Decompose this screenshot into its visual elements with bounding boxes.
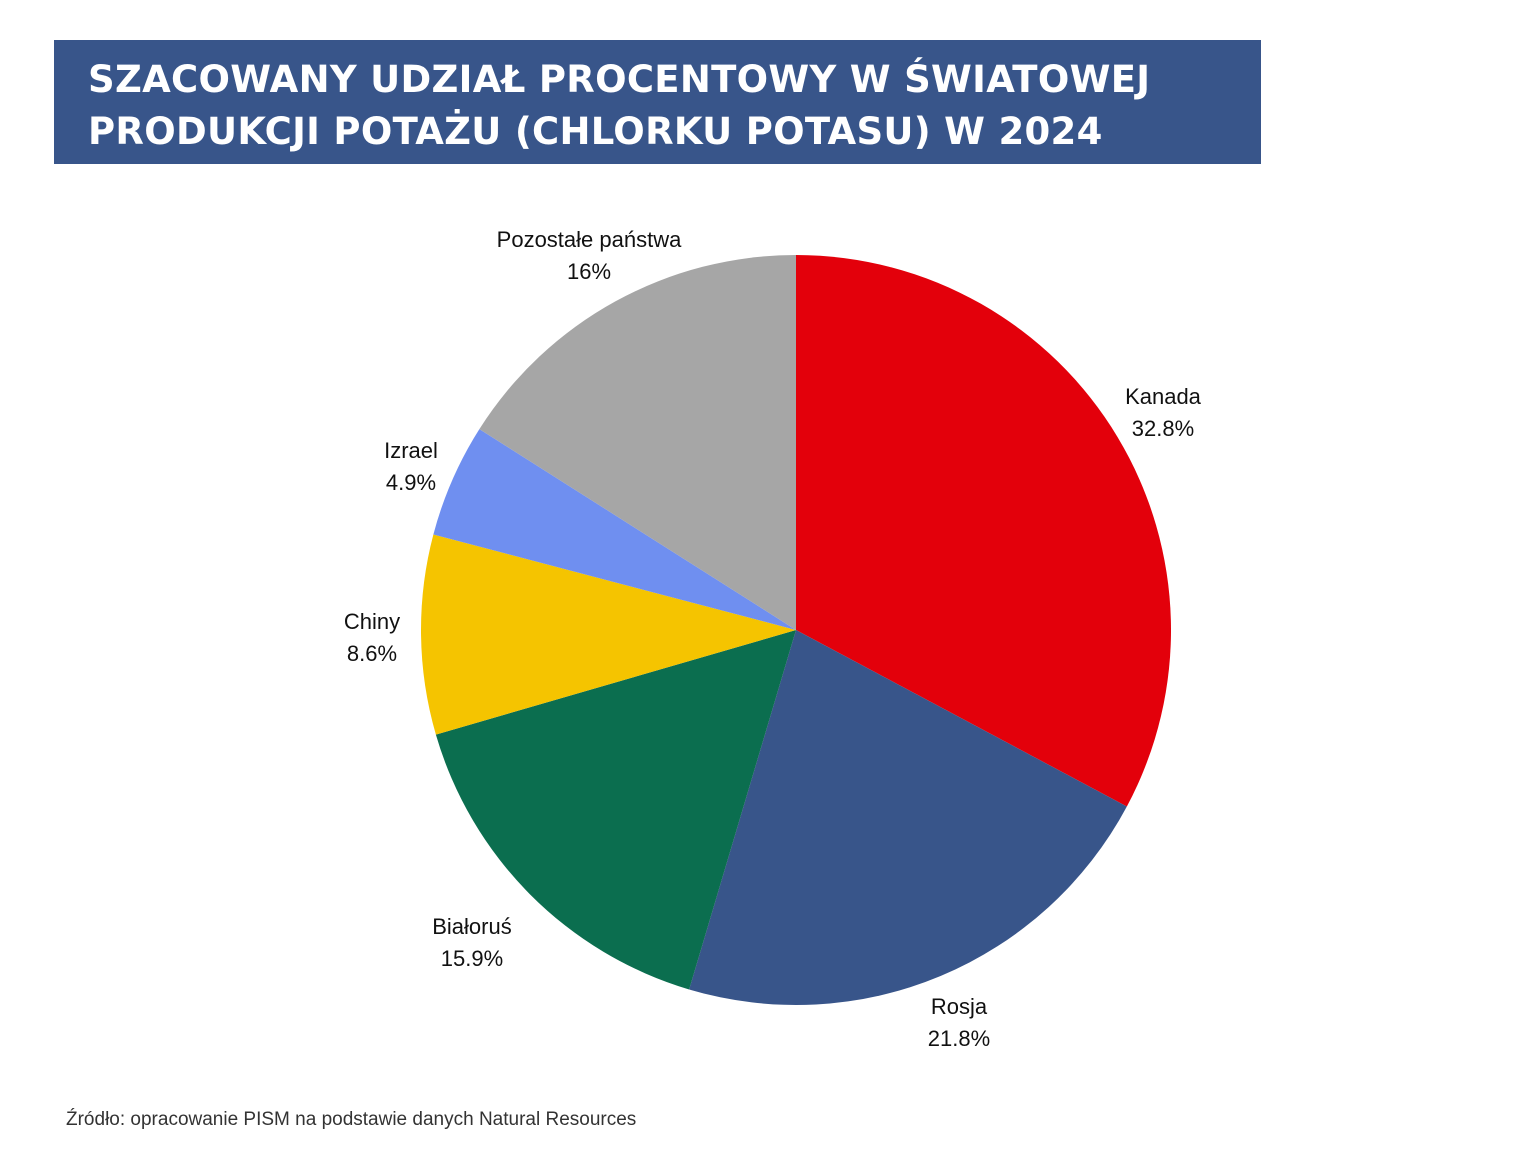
chart-title-line-1: SZACOWANY UDZIAŁ PROCENTOWY W ŚWIATOWEJ: [88, 58, 1151, 101]
slice-value-izrael: 4.9%: [386, 470, 436, 495]
slice-value-chiny: 8.6%: [347, 641, 397, 666]
pie-slice-izrael: [433, 429, 796, 630]
slice-value-pozostale-panstwa: 16%: [567, 259, 611, 284]
slice-label-rosja: Rosja: [931, 994, 988, 1019]
title-banner: SZACOWANY UDZIAŁ PROCENTOWY W ŚWIATOWEJ …: [54, 40, 1261, 164]
pie-slice-pozostale-panstwa: [479, 255, 796, 630]
pie-slice-rosja: [689, 630, 1127, 1005]
slice-value-rosja: 21.8%: [928, 1026, 990, 1051]
pie-slice-chiny: [421, 534, 796, 735]
slice-value-kanada: 32.8%: [1132, 416, 1194, 441]
slice-value-bialorus: 15.9%: [441, 946, 503, 971]
pie-slice-bialorus: [435, 630, 796, 990]
slice-label-pozostale-panstwa: Pozostałe państwa: [497, 227, 682, 252]
slice-label-izrael: Izrael: [384, 438, 438, 463]
chart-title-line-2: PRODUKCJI POTAŻU (CHLORKU POTASU) W 2024: [88, 110, 1103, 153]
slice-label-kanada: Kanada: [1125, 384, 1202, 409]
pie-slice-kanada: [796, 255, 1171, 807]
slice-label-chiny: Chiny: [344, 609, 400, 634]
slice-label-bialorus: Białoruś: [432, 914, 511, 939]
source-note: Źródło: opracowanie PISM na podstawie da…: [66, 1109, 637, 1130]
